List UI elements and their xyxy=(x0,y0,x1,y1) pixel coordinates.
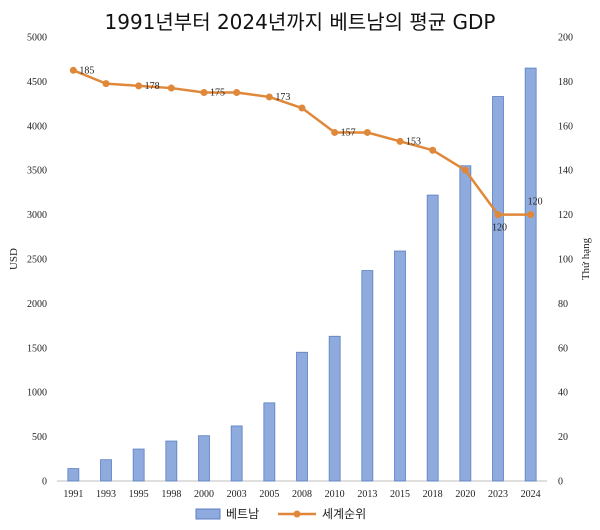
x-tick-label: 2023 xyxy=(488,489,508,500)
y-right-tick-label: 60 xyxy=(558,343,568,354)
y-right-tick-label: 0 xyxy=(558,477,563,488)
x-tick-label: 2015 xyxy=(390,489,410,500)
bar xyxy=(492,96,504,482)
x-tick-label: 2010 xyxy=(325,489,345,500)
y-left-tick-label: 0 xyxy=(42,477,47,488)
y-left-tick-label: 2000 xyxy=(27,299,47,310)
rank-point xyxy=(200,89,208,96)
rank-point xyxy=(331,128,339,136)
y-right-tick-label: 140 xyxy=(558,166,573,177)
rank-point xyxy=(363,128,371,136)
bar xyxy=(361,270,374,482)
bar xyxy=(394,250,406,482)
x-tick-label: 1998 xyxy=(161,489,181,500)
bar xyxy=(230,425,243,482)
line-group: 185 178 175 173 157 153 120 120 xyxy=(69,65,543,234)
x-tick-label: 1991 xyxy=(63,489,83,500)
rank-point xyxy=(396,137,404,145)
rank-point xyxy=(527,211,535,219)
x-tick-label: 2005 xyxy=(259,489,279,500)
y-right-tick-label: 80 xyxy=(558,299,568,310)
y-left-tick-label: 3000 xyxy=(27,210,47,221)
bar xyxy=(132,448,145,482)
y-right-tick-label: 20 xyxy=(558,432,568,443)
legend-swatch-dot xyxy=(293,510,301,518)
rank-point xyxy=(167,84,175,92)
bar xyxy=(426,194,439,482)
bar xyxy=(165,440,178,482)
y-left-tick-label: 1000 xyxy=(27,388,47,399)
chart-title: 1991년부터 2024년까지 베트남의 평균 GDP xyxy=(105,10,496,34)
y-right-axis-title: Thứ hạng xyxy=(580,237,592,280)
y-left-tick-label: 4500 xyxy=(27,77,47,88)
rank-data-label: 157 xyxy=(341,127,356,138)
y-left-tick-label: 2500 xyxy=(27,255,47,266)
y-left-tick-label: 5000 xyxy=(27,33,47,44)
bar xyxy=(67,468,80,482)
rank-data-label: 175 xyxy=(210,88,225,99)
bar xyxy=(100,459,112,482)
y-left-tick-label: 1500 xyxy=(27,343,47,354)
x-tick-label: 1995 xyxy=(129,489,149,500)
x-tick-label: 2008 xyxy=(292,489,312,500)
legend-label-line: 세계순위 xyxy=(322,507,366,521)
x-tick-label: 2020 xyxy=(455,489,475,500)
bar xyxy=(198,435,210,482)
y-left-axis-title: USD xyxy=(8,248,20,270)
y-right-tick-label: 120 xyxy=(558,210,573,221)
rank-point xyxy=(233,89,241,96)
bar xyxy=(328,335,341,482)
x-tick-label: 2000 xyxy=(194,489,214,500)
x-tick-label: 1993 xyxy=(96,489,116,500)
rank-point xyxy=(69,66,77,74)
bar xyxy=(296,351,308,482)
bar xyxy=(263,402,276,482)
x-tick-label: 2013 xyxy=(357,489,377,500)
bars-group xyxy=(67,67,537,482)
x-tick-label: 2003 xyxy=(227,489,247,500)
rank-data-label: 173 xyxy=(275,92,290,103)
rank-data-label: 178 xyxy=(145,81,160,92)
rank-point xyxy=(298,104,306,112)
rank-point xyxy=(429,146,437,154)
bar xyxy=(459,165,472,482)
y-right-tick-label: 40 xyxy=(558,388,568,399)
bar xyxy=(524,67,537,482)
y-left-tick-label: 4000 xyxy=(27,121,47,132)
legend-swatch-bar xyxy=(195,508,221,520)
legend-label-bar: 베트남 xyxy=(226,507,259,521)
rank-data-label: 120 xyxy=(492,223,507,234)
x-tick-label: 2024 xyxy=(521,489,541,500)
rank-data-label: 185 xyxy=(79,65,94,76)
legend: 베트남 세계순위 xyxy=(195,507,366,521)
y-right-tick-label: 160 xyxy=(558,121,573,132)
rank-point xyxy=(135,82,143,90)
rank-point xyxy=(265,93,273,101)
rank-data-label: 120 xyxy=(528,197,543,208)
y-right-tick-label: 200 xyxy=(558,33,573,44)
y-left-tick-label: 500 xyxy=(32,432,47,443)
y-right-tick-label: 180 xyxy=(558,77,573,88)
y-left-tick-label: 3500 xyxy=(27,166,47,177)
rank-point xyxy=(461,166,469,174)
x-tick-label: 2018 xyxy=(423,489,443,500)
rank-point xyxy=(102,80,110,88)
y-right-tick-label: 100 xyxy=(558,255,573,266)
rank-data-label: 153 xyxy=(406,136,421,147)
axes-group: 0500100015002000250030003500400045005000… xyxy=(8,33,592,501)
rank-point xyxy=(494,211,502,219)
